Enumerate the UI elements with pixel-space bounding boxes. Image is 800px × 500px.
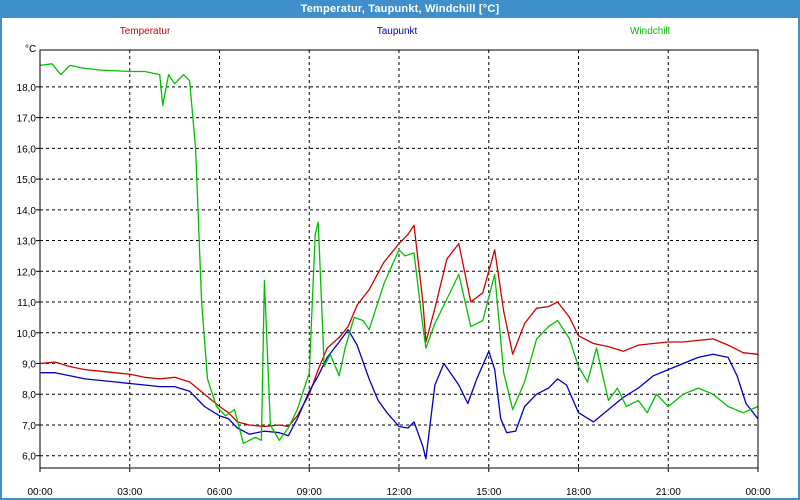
- y-tick-label: 17,0: [17, 114, 37, 125]
- x-tick-time-label: 00:00: [745, 487, 770, 498]
- y-tick-label: 18,0: [17, 83, 37, 94]
- legend-label-taupunkt: Taupunkt: [377, 26, 418, 37]
- y-tick-label: 8,0: [22, 390, 36, 401]
- x-tick-time-label: 18:00: [566, 487, 591, 498]
- x-tick-time-label: 15:00: [476, 487, 501, 498]
- x-tick-time-label: 12:00: [386, 487, 411, 498]
- frame-bottom-border: [0, 498, 800, 500]
- y-axis-unit-label: °C: [25, 44, 36, 55]
- series-line-windchill: [39, 63, 759, 445]
- x-tick-time-label: 03:00: [117, 487, 142, 498]
- gridlines: [40, 50, 758, 468]
- frame-right-border: [798, 18, 800, 500]
- y-tick-label: 7,0: [22, 421, 36, 432]
- y-tick-label: 15,0: [17, 175, 37, 186]
- y-tick-label: 16,0: [17, 144, 37, 155]
- y-tick-label: 12,0: [17, 267, 37, 278]
- y-tick-label: 14,0: [17, 206, 37, 217]
- line-chart: 6,0 7,0 8,0 9,0 10,0 11,0 12,0 13,0 14,0 15,0 16,0…: [17, 26, 771, 498]
- legend-label-temperatur: Temperatur: [120, 26, 171, 37]
- x-tick-time-label: 09:00: [297, 487, 322, 498]
- x-tick-time-label: 06:00: [207, 487, 232, 498]
- legend: Temperatur Taupunkt Windchill: [120, 26, 670, 37]
- y-tick-label: 10,0: [17, 329, 37, 340]
- x-tick-time-label: 21:00: [656, 487, 681, 498]
- legend-label-windchill: Windchill: [630, 26, 670, 37]
- y-tick-label: 6,0: [22, 452, 36, 463]
- axes: 6,0 7,0 8,0 9,0 10,0 11,0 12,0 13,0 14,0 15,0 16,0…: [17, 44, 771, 498]
- y-tick-label: 11,0: [17, 298, 36, 309]
- x-tick-time-label: 00:00: [27, 487, 52, 498]
- series-line-taupunkt: [40, 329, 759, 460]
- series-lines: [39, 63, 759, 460]
- frame-left-border: [0, 18, 2, 500]
- chart-title: Temperatur, Taupunkt, Windchill [°C]: [0, 0, 800, 18]
- y-tick-label: 13,0: [17, 237, 37, 248]
- y-tick-label: 9,0: [22, 360, 36, 371]
- series-line-temperatur: [39, 224, 759, 428]
